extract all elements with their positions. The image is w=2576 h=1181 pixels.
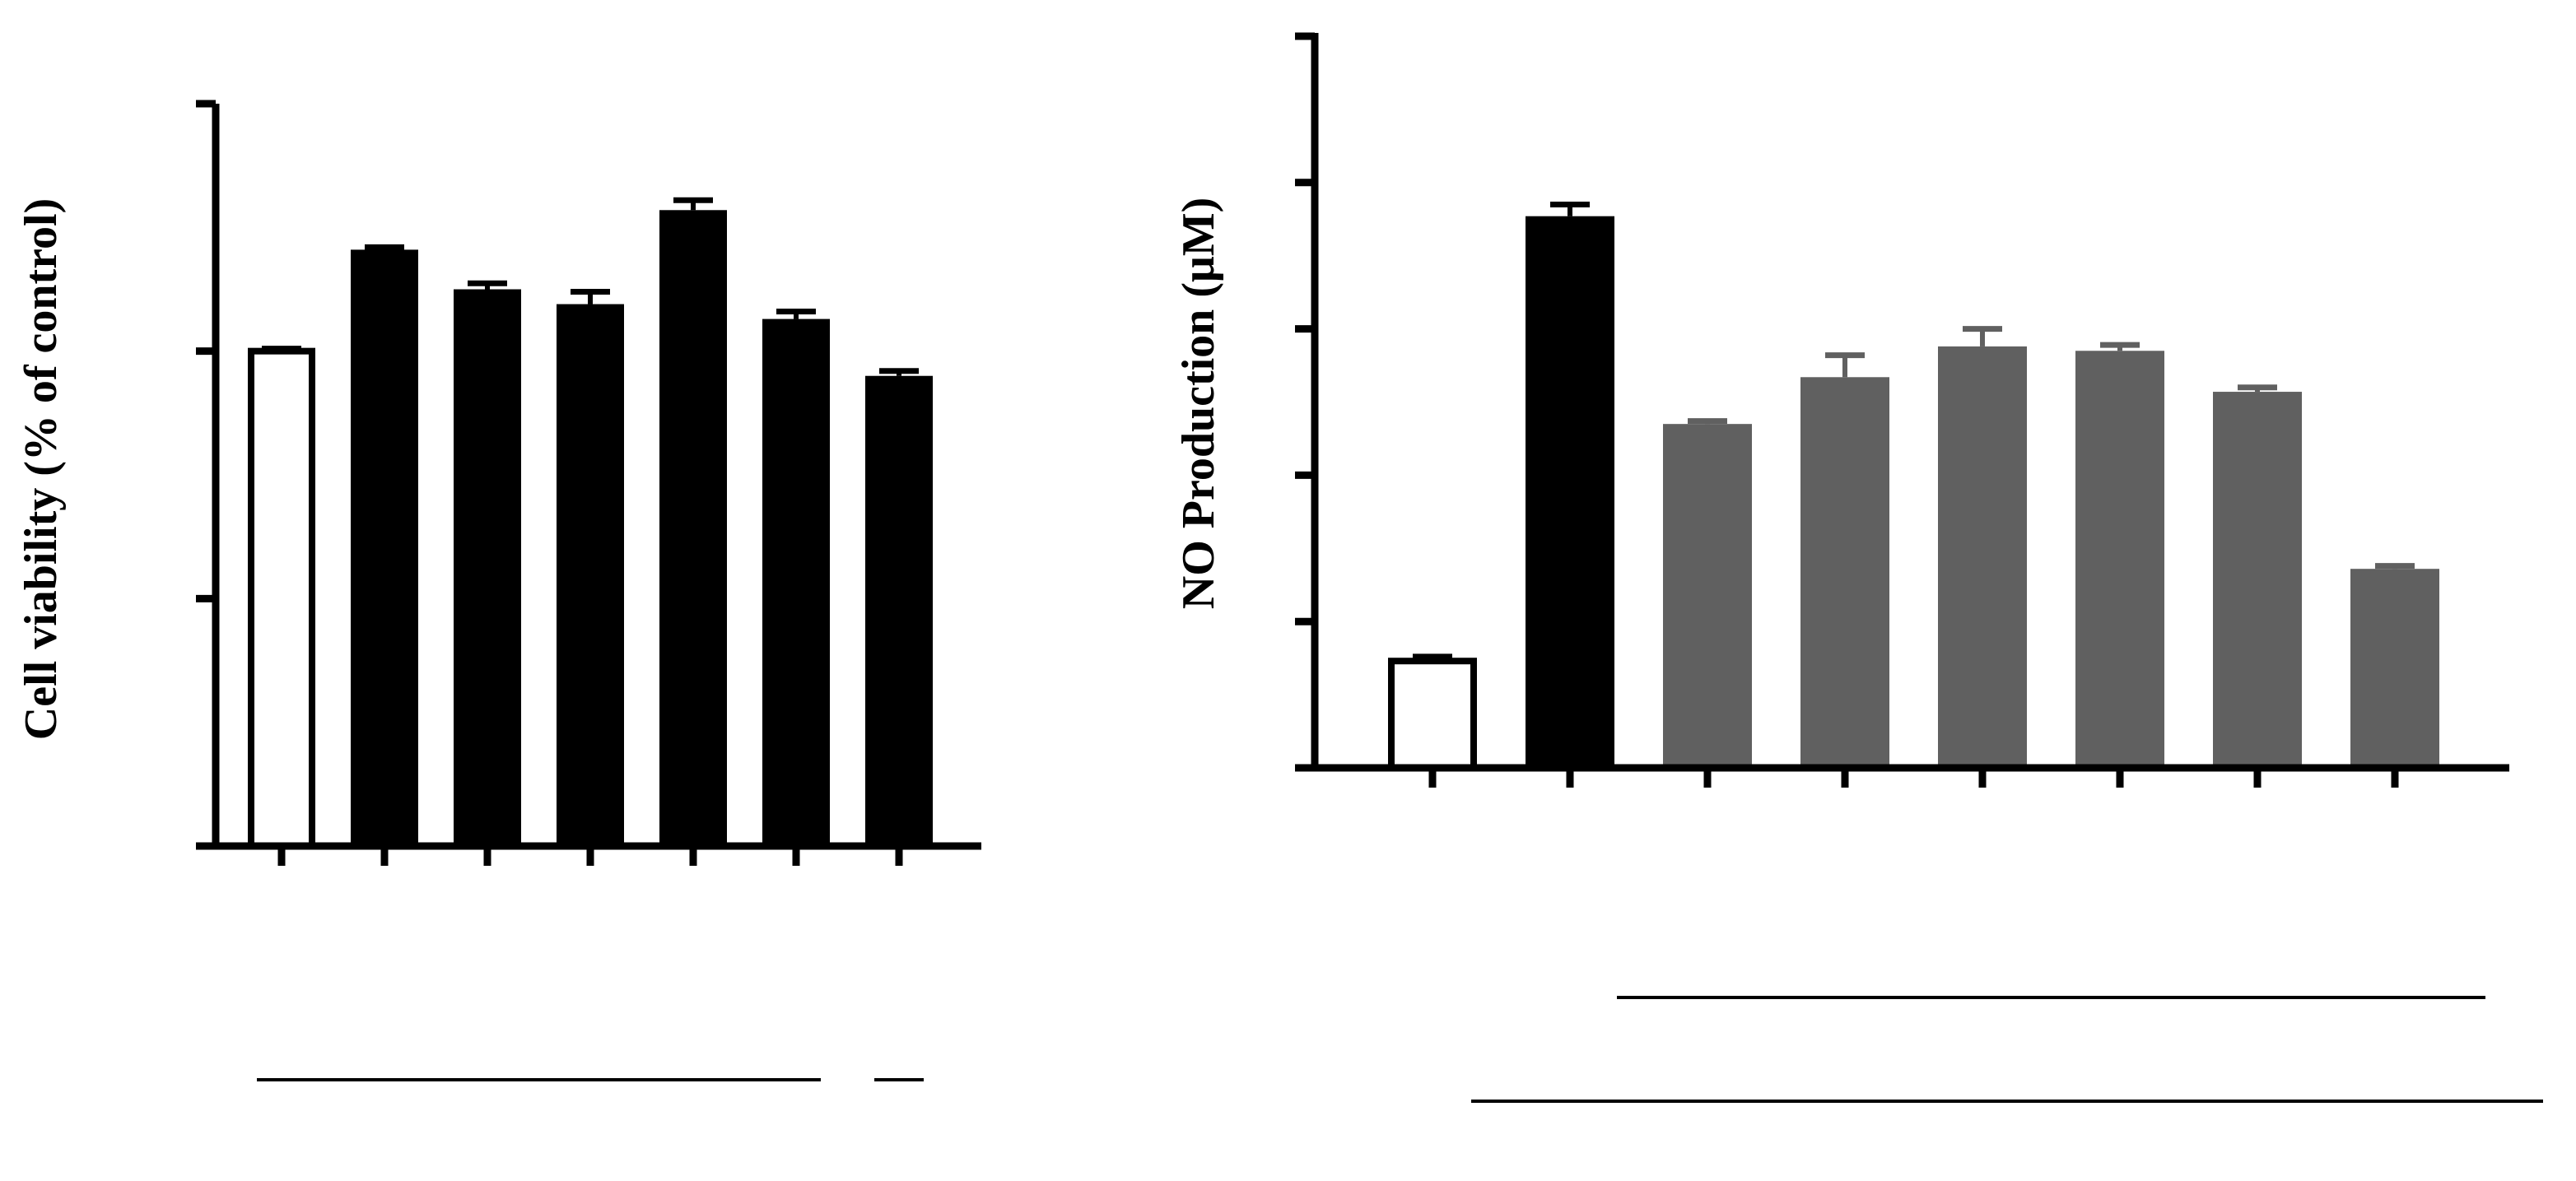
bar-model: [1526, 216, 1614, 769]
bar-compound-3: [557, 304, 624, 846]
no-production-chart: NO Production (μM): [1173, 32, 2543, 1103]
bar-control: [1388, 658, 1477, 771]
bar-compound-5: [762, 318, 830, 847]
y-axis-label: NO Production (μM): [1173, 198, 1224, 609]
bar-compound-1: [351, 249, 418, 847]
bar-compound-1: [1663, 424, 1752, 768]
bar-compound-2: [1800, 377, 1889, 768]
bar-control: [248, 347, 315, 849]
bar-dex: [2350, 569, 2439, 768]
bar-compound-4: [659, 210, 727, 846]
bar-compound-2: [454, 289, 521, 846]
y-axis-label: Cell viability (% of control): [16, 198, 67, 740]
bar-compound-5: [2213, 392, 2302, 768]
cell-viability-chart: Cell viability (% of control): [16, 100, 981, 1081]
bar-compound-3: [1938, 346, 2027, 768]
bar-compound-4: [2075, 351, 2164, 768]
bar-dex: [865, 375, 933, 846]
